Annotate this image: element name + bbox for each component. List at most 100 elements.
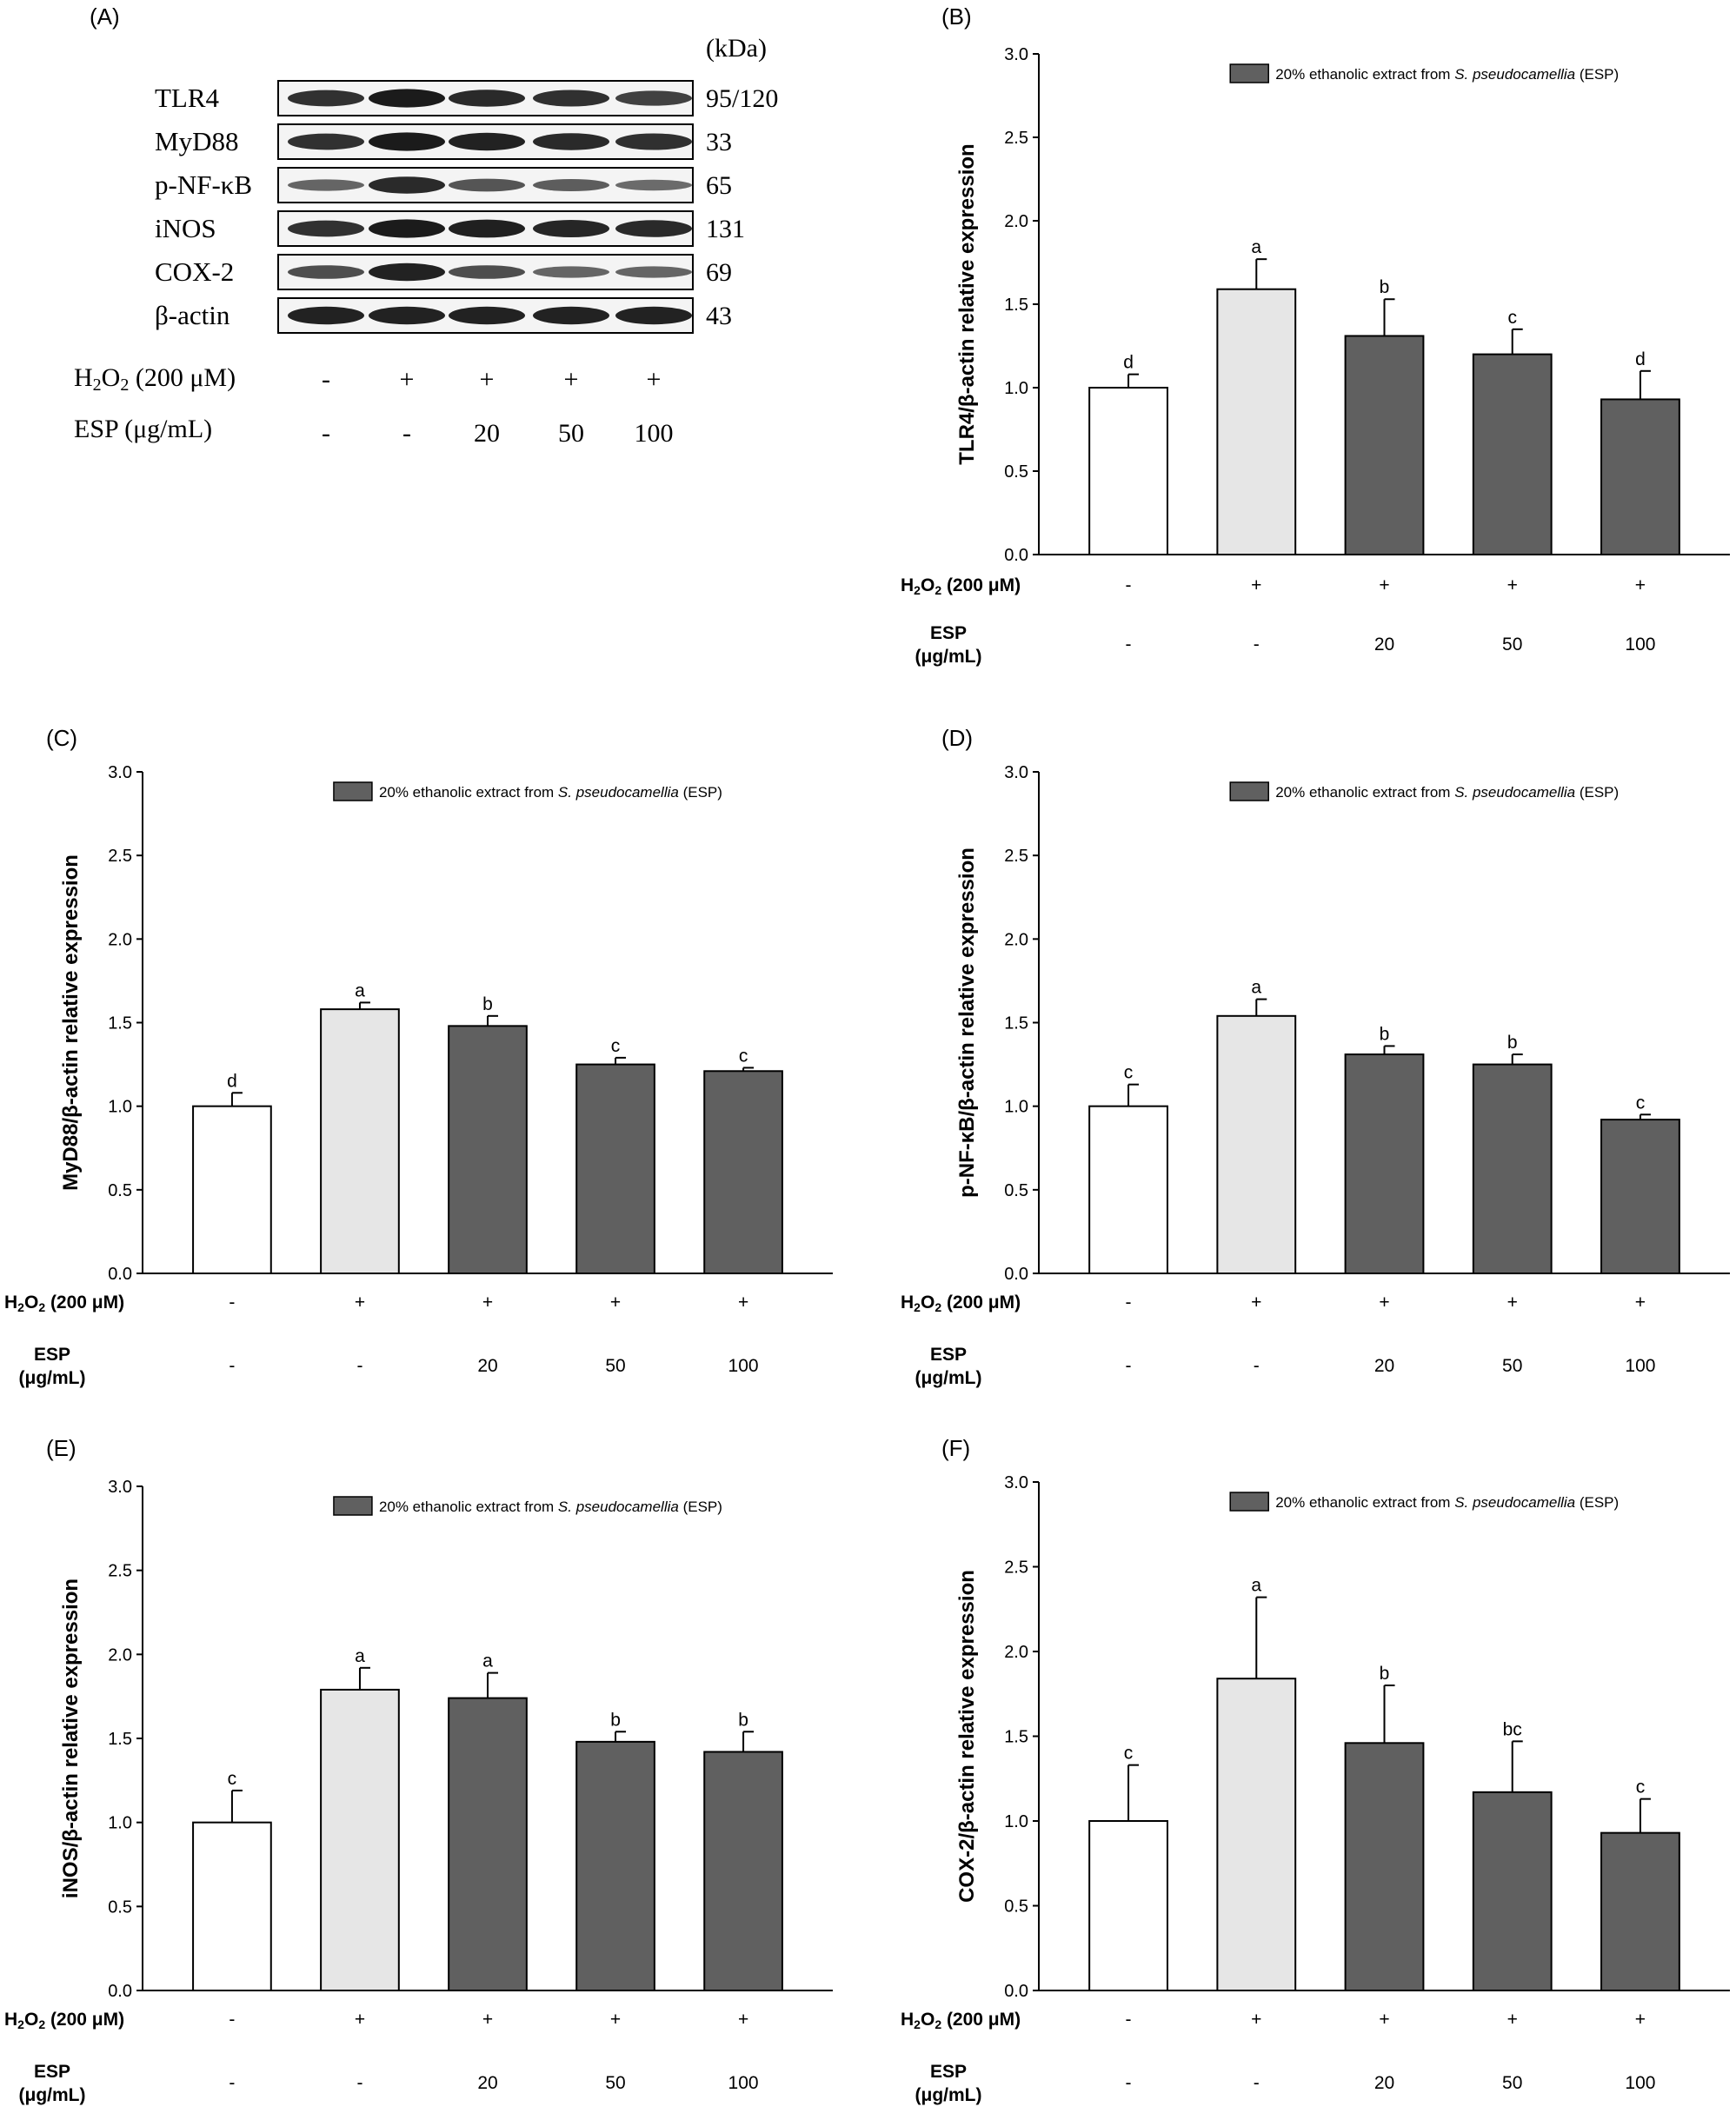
y-tick-label: 0.5 [108,1897,132,1917]
blot-kda-label: 69 [706,258,732,287]
significance-letter: d [1123,353,1134,373]
h2o2-label: H2O2 (200 μM) [901,2010,1021,2031]
blot-protein-label: β-actin [155,300,230,330]
esp-value: 50 [605,1356,625,1376]
esp-value: - [229,1356,235,1376]
blot-band [533,219,609,238]
bar [192,1821,272,1992]
y-tick-label: 2.0 [108,1645,132,1665]
blot-h2o2-value: + [564,365,579,394]
esp-value: - [1254,2073,1260,2093]
y-tick-label: 3.0 [108,763,132,782]
blot-band [615,133,692,150]
blot-esp-value: 20 [474,419,500,448]
y-tick-label: 0.5 [1004,462,1028,482]
legend-text: 20% ethanolic extract from S. pseudocame… [1275,1494,1619,1511]
h2o2-label: H2O2 (200 μM) [901,575,1021,597]
significance-letter: b [1380,1664,1390,1684]
bar [1216,1014,1297,1274]
esp-value: 20 [1374,2073,1394,2093]
y-tick-label: 0.0 [1004,1265,1028,1284]
y-tick-label: 0.0 [1004,546,1028,565]
blot-band [615,266,692,278]
esp-value: 20 [477,2073,497,2093]
esp-value: - [356,1356,362,1376]
blot-kda-label: 43 [706,302,732,330]
blot-band [288,265,364,279]
blot-band [615,90,692,106]
esp-value: 50 [1502,1356,1522,1376]
blot-band [449,132,525,151]
h2o2-value: - [1126,2010,1132,2030]
blot-kda-label: 65 [706,171,732,200]
panel-label: (B) [941,3,972,30]
blot-band [533,266,609,278]
significance-letter: c [1636,1093,1646,1113]
y-tick-label: 1.0 [108,1814,132,1833]
bar [575,1740,655,1992]
significance-letter: c [1124,1744,1134,1764]
y-tick-label: 2.5 [108,847,132,866]
significance-letter: b [738,1710,748,1730]
bar [1472,353,1553,555]
h2o2-value: - [1126,1293,1132,1313]
bar [1216,288,1297,555]
bar [1088,1820,1168,1991]
bar [1088,1105,1168,1274]
significance-letter: a [355,980,365,1000]
legend-text: 20% ethanolic extract from S. pseudocame… [379,1499,722,1515]
esp-value: - [1126,2073,1132,2093]
y-tick-label: 3.0 [108,1478,132,1497]
esp-label: ESP [930,623,967,643]
y-tick-label: 3.0 [1004,763,1028,782]
bar [1216,1678,1297,1991]
blot-row-1: MyD88 33 [155,123,732,160]
esp-value: 20 [477,1356,497,1376]
y-tick-label: 3.0 [1004,1473,1028,1492]
h2o2-value: + [610,1293,621,1313]
blot-row-3: iNOS 131 [155,210,745,247]
blot-row-5: β-actin 43 [155,297,732,334]
blot-esp-value: 100 [635,419,674,448]
y-tick-label: 0.0 [1004,1982,1028,2001]
esp-unit-label: (μg/mL) [915,2085,982,2105]
blot-band [288,179,364,191]
y-tick-label: 0.0 [108,1982,132,2001]
esp-value: - [1254,635,1260,655]
esp-label: ESP [34,1345,70,1365]
blot-esp-value: - [402,419,411,448]
esp-value: - [1254,1356,1260,1376]
blot-band [449,90,525,107]
bar [320,1688,400,1992]
esp-value: 50 [1502,2073,1522,2093]
esp-label: ESP [930,2062,967,2082]
blot-protein-label: TLR4 [155,83,220,113]
blot-band [369,176,445,194]
blot-band [533,133,609,150]
h2o2-value: + [610,2010,621,2030]
bar [448,1025,528,1274]
significance-letter: a [482,1651,493,1671]
esp-value: - [229,2073,235,2093]
panel-label: (E) [46,1435,76,1461]
esp-value: 20 [1374,1356,1394,1376]
y-tick-label: 1.5 [1004,1728,1028,1747]
bar [1344,1053,1425,1274]
western-blot-panel: (A) (kDa) TLR4 95/120 MyD88 33 p-NF-κB 65 iNOS 13… [74,3,778,448]
h2o2-value: + [1507,575,1518,595]
h2o2-value: + [355,2010,365,2030]
significance-letter: b [1507,1033,1518,1053]
h2o2-value: - [229,2010,235,2030]
y-axis-label: TLR4/β-actin relative expression [955,143,979,464]
blot-band [288,306,364,325]
bar [703,1070,783,1274]
blot-h2o2-value: - [322,365,330,394]
blot-esp-value: 50 [558,419,584,448]
bar [575,1063,655,1275]
h2o2-value: - [1126,575,1132,595]
esp-value: 100 [728,2073,759,2093]
y-tick-label: 0.5 [1004,1897,1028,1917]
h2o2-label: H2O2 (200 μM) [4,1293,124,1314]
esp-value: - [1126,635,1132,655]
